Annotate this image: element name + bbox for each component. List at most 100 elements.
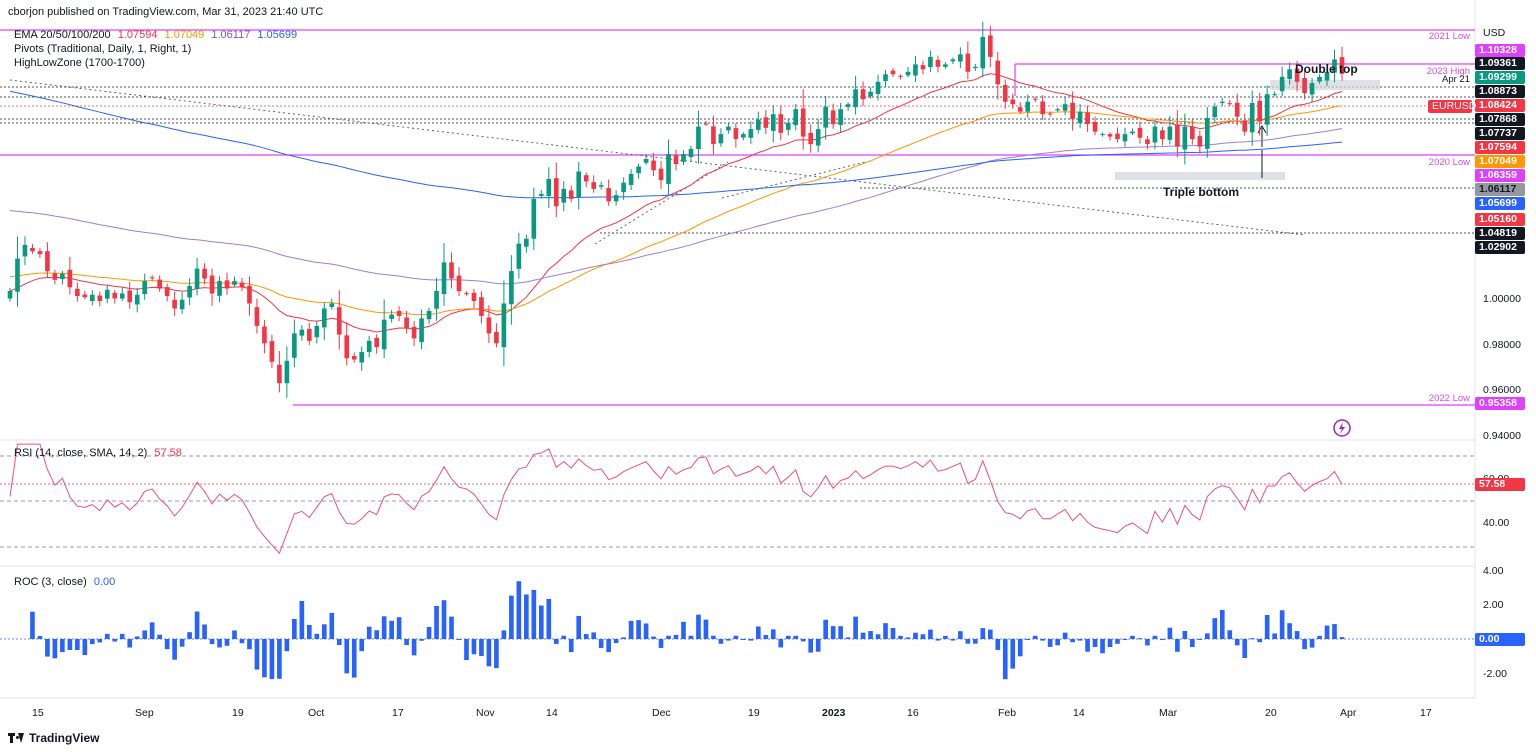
price-tag: 1.07868 xyxy=(1475,113,1525,126)
candle xyxy=(456,267,462,297)
footer-brand-text: TradingView xyxy=(29,731,100,745)
candle xyxy=(987,25,993,68)
pivots-legend[interactable]: Pivots (Traditional, Daily, 1, Right, 1) xyxy=(14,43,192,55)
downtrend-line xyxy=(9,79,1306,236)
roc-bar xyxy=(389,620,394,639)
roc-bar xyxy=(1122,639,1128,640)
candle xyxy=(336,290,342,350)
roc-bar xyxy=(613,639,619,644)
roc-bar xyxy=(860,632,866,639)
roc-bar xyxy=(591,632,597,639)
candle xyxy=(1190,119,1195,145)
roc-bar xyxy=(800,639,806,642)
roc-bar xyxy=(1077,639,1083,641)
candle xyxy=(1227,100,1233,107)
price-tag: 1.09299 xyxy=(1475,71,1525,84)
candle xyxy=(920,60,926,75)
footer-brand[interactable]: TradingView xyxy=(8,731,99,745)
candle xyxy=(404,310,409,334)
roc-bar xyxy=(456,639,462,640)
candle xyxy=(426,307,432,325)
zone-2022-low-label: 2022 Low xyxy=(1428,393,1470,404)
time-tick: 15 xyxy=(32,707,44,719)
roc-bar xyxy=(1115,639,1120,644)
roc-bar xyxy=(187,632,192,639)
roc-bar xyxy=(1167,627,1173,639)
rsi-legend[interactable]: RSI (14, close, SMA, 14, 2) 57.58 xyxy=(14,447,182,459)
time-tick: Dec xyxy=(652,707,671,719)
lightning-icon[interactable] xyxy=(1333,419,1351,437)
candle xyxy=(299,325,305,341)
roc-legend[interactable]: ROC (3, close) 0.00 xyxy=(14,576,115,588)
roc-bar xyxy=(1294,631,1300,639)
candle xyxy=(1085,105,1090,132)
roc-bar xyxy=(666,635,671,639)
roc-bar xyxy=(763,634,769,639)
candle xyxy=(1070,91,1075,131)
candle xyxy=(531,187,537,250)
candle xyxy=(1182,113,1188,165)
roc-bar xyxy=(366,626,372,639)
roc-bar xyxy=(284,639,290,652)
candle xyxy=(568,185,574,203)
candle xyxy=(172,291,177,316)
roc-bar xyxy=(950,639,956,641)
time-tick: 19 xyxy=(748,707,760,719)
ema20-value: 1.07594 xyxy=(117,29,158,41)
roc-bar xyxy=(329,612,335,639)
roc-bar xyxy=(404,639,409,646)
roc-bar xyxy=(1332,624,1337,639)
roc-bar xyxy=(673,634,679,639)
candle xyxy=(606,179,611,206)
candle xyxy=(763,110,769,134)
rsi-line xyxy=(9,443,1343,555)
roc-bar xyxy=(89,639,95,645)
zone-2020-low-label: 2020 Low xyxy=(1428,157,1470,168)
candle xyxy=(187,278,192,306)
candle xyxy=(860,81,866,107)
roc-bar xyxy=(374,630,379,639)
hlz-legend[interactable]: HighLowZone (1700-1700) xyxy=(14,57,145,69)
candle xyxy=(359,346,365,371)
candle xyxy=(711,115,716,155)
candle xyxy=(7,287,13,302)
roc-bar xyxy=(194,611,200,639)
roc-bar xyxy=(434,605,439,639)
candle xyxy=(82,290,88,300)
roc-bar xyxy=(247,639,252,650)
roc-bar xyxy=(157,634,162,639)
candle xyxy=(943,62,948,69)
roc-bar xyxy=(1025,639,1031,640)
roc-bar xyxy=(419,639,424,641)
candle xyxy=(1055,107,1060,112)
roc-bar xyxy=(1212,618,1218,639)
candle xyxy=(119,287,125,301)
candle xyxy=(1025,94,1031,118)
candle xyxy=(778,105,784,141)
candle xyxy=(1249,90,1255,146)
roc-bar xyxy=(778,639,784,648)
roc-bar xyxy=(621,637,626,639)
price-tag: 1.07594 xyxy=(1475,141,1525,154)
candle xyxy=(30,244,35,254)
roc-bar xyxy=(509,595,514,639)
candle xyxy=(1317,74,1322,84)
ema-legend[interactable]: EMA 20/50/100/200 1.07594 1.07049 1.0611… xyxy=(14,29,297,41)
roc-bar xyxy=(973,639,978,644)
time-tick: 17 xyxy=(392,707,404,719)
roc-bar xyxy=(97,639,103,643)
candle xyxy=(52,269,58,285)
candle xyxy=(1122,127,1128,147)
roc-bar xyxy=(351,639,357,678)
candle xyxy=(1309,78,1315,103)
candle xyxy=(1279,66,1285,97)
roc-histogram xyxy=(30,581,1345,680)
roc-bar xyxy=(1175,639,1180,652)
candle xyxy=(179,292,185,314)
roc-bar xyxy=(209,639,215,645)
candle xyxy=(1002,79,1008,109)
currency-label: USD xyxy=(1483,27,1506,39)
publisher-line: cborjon published on TradingView.com, Ma… xyxy=(8,6,324,18)
candle xyxy=(726,123,731,134)
